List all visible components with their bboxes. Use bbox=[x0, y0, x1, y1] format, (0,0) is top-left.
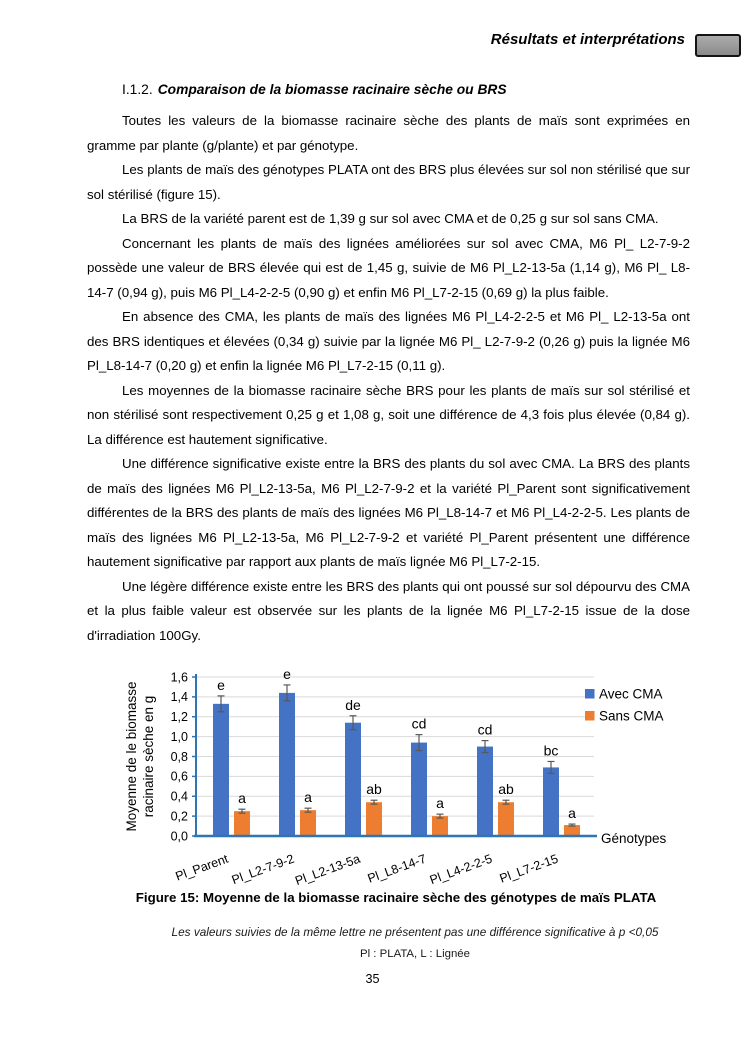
sig-letter: bc bbox=[544, 742, 559, 758]
y-tick-label: 1,4 bbox=[171, 690, 188, 704]
section-heading: I.1.2. Comparaison de la biomasse racinai… bbox=[122, 82, 507, 97]
sig-letter: cd bbox=[478, 722, 493, 738]
y-tick-label: 1,6 bbox=[171, 670, 188, 684]
bar-sans-cma-1 bbox=[300, 810, 316, 836]
bar-sans-cma-0 bbox=[234, 811, 250, 836]
body-paragraph: Les plants de maïs des génotypes PLATA o… bbox=[87, 162, 690, 202]
bar-sans-cma-4 bbox=[498, 802, 514, 836]
y-axis-title: racinaire sèche en g bbox=[141, 696, 156, 818]
bar-sans-cma-2 bbox=[366, 802, 382, 836]
figure-note-abbreviations: Pl : PLATA, L : Lignée bbox=[360, 948, 470, 960]
body-paragraph: Concernant les plants de maïs des lignée… bbox=[87, 235, 690, 300]
figure-15-chart-svg: e e de cd cd bc a a ab a ab a 0,0 0,2 0,4 0,6 0,8 1,0 1,2 1… bbox=[124, 666, 667, 888]
body-paragraph: Les moyennes de la biomasse racinaire sè… bbox=[87, 382, 690, 447]
bar-avec-cma-2 bbox=[345, 722, 361, 836]
sig-letter: e bbox=[283, 666, 291, 682]
body-paragraph: Toutes les valeurs de la biomasse racina… bbox=[87, 113, 690, 153]
bar-avec-cma-3 bbox=[411, 742, 427, 836]
bar-avec-cma-0 bbox=[213, 703, 229, 836]
y-tick-label: 0,6 bbox=[171, 770, 188, 784]
figure-caption: Figure 15: Moyenne de la biomasse racina… bbox=[135, 890, 657, 905]
x-category-label: Pl_Parent bbox=[174, 851, 231, 883]
section-number: I.1.2. bbox=[122, 82, 153, 97]
body-paragraph: Une légère différence existe entre les B… bbox=[87, 578, 690, 643]
sig-letter: a bbox=[436, 795, 444, 811]
legend-label: Avec CMA bbox=[599, 687, 663, 702]
running-header-title: Résultats et interprétations bbox=[490, 31, 685, 48]
y-tick-label: 1,2 bbox=[171, 710, 188, 724]
header-tab-box bbox=[695, 34, 741, 57]
x-category-label: Pl_L8-14-7 bbox=[366, 852, 428, 886]
y-tick-label: 0,0 bbox=[171, 829, 188, 843]
y-tick-label: 0,2 bbox=[171, 809, 188, 823]
sig-letter: e bbox=[217, 677, 225, 693]
legend-label: Sans CMA bbox=[599, 709, 664, 724]
bar-avec-cma-5 bbox=[543, 767, 559, 836]
sig-letter: a bbox=[304, 789, 312, 805]
body-paragraph: La BRS de la variété parent est de 1,39 … bbox=[122, 211, 659, 226]
sig-letter: ab bbox=[366, 781, 382, 797]
bar-avec-cma-4 bbox=[477, 746, 493, 836]
x-category-label: Pl_L7-2-15 bbox=[498, 852, 560, 886]
sig-letter: a bbox=[568, 805, 576, 821]
sig-letter: ab bbox=[498, 781, 514, 797]
body-paragraph: Une différence significative existe entr… bbox=[87, 456, 690, 569]
section-title: Comparaison de la biomasse racinaire sèc… bbox=[157, 82, 507, 97]
body-text-block: Toutes les valeurs de la biomasse racina… bbox=[87, 109, 690, 661]
figure-15-bar-chart: e e de cd cd bc a a ab a ab a 0,0 0,2 0,4 0,6 0,8 1,0 1,2 1… bbox=[105, 656, 725, 898]
y-axis-title: Moyenne de le biomasse bbox=[124, 681, 139, 831]
bar-sans-cma-5 bbox=[564, 825, 580, 836]
sig-letter: cd bbox=[412, 716, 427, 732]
y-tick-label: 1,0 bbox=[171, 730, 188, 744]
body-paragraph: En absence des CMA, les plants de maïs d… bbox=[87, 309, 690, 373]
y-tick-label: 0,8 bbox=[171, 750, 188, 764]
x-axis-title: Génotypes bbox=[601, 831, 667, 846]
page-number: 35 bbox=[365, 972, 380, 986]
x-category-label: Pl_L2-13-5a bbox=[293, 852, 362, 888]
bar-avec-cma-1 bbox=[279, 692, 295, 836]
x-category-label: Pl_L2-7-9-2 bbox=[230, 852, 296, 888]
y-tick-label: 0,4 bbox=[171, 790, 188, 804]
legend-swatch-avec-cma bbox=[585, 689, 595, 699]
sig-letter: de bbox=[345, 697, 361, 713]
legend-swatch-sans-cma bbox=[585, 711, 595, 721]
sig-letter: a bbox=[238, 790, 246, 806]
x-category-label: Pl_L4-2-2-5 bbox=[428, 852, 494, 888]
figure-note-significance: Les valeurs suivies de la même lettre ne… bbox=[171, 925, 659, 939]
bar-sans-cma-3 bbox=[432, 816, 448, 836]
